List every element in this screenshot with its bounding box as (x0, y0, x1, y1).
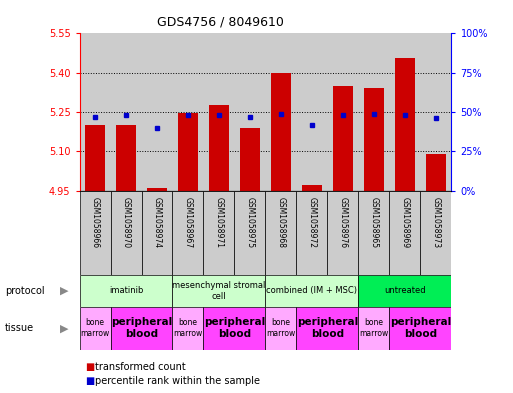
Bar (204, 191, 234, 275)
Bar (302, 185, 322, 191)
Text: GSM1058970: GSM1058970 (122, 197, 130, 248)
Bar (142, 191, 172, 275)
Text: GSM1058967: GSM1058967 (184, 197, 192, 248)
Text: GSM1058976: GSM1058976 (339, 197, 347, 248)
Bar (421, 33, 451, 191)
Text: peripheral
blood: peripheral blood (297, 318, 358, 339)
Text: peripheral
blood: peripheral blood (390, 318, 451, 339)
Text: combined (IM + MSC): combined (IM + MSC) (266, 286, 358, 295)
Bar (426, 154, 446, 191)
Bar (359, 33, 389, 191)
Text: GSM1058966: GSM1058966 (90, 197, 100, 248)
Bar (240, 128, 260, 191)
Text: GSM1058972: GSM1058972 (307, 197, 317, 248)
Text: ▶: ▶ (60, 286, 68, 296)
Text: mesenchymal stromal
cell: mesenchymal stromal cell (172, 281, 266, 301)
Bar (389, 33, 421, 191)
Text: percentile rank within the sample: percentile rank within the sample (95, 376, 260, 386)
Bar (359, 275, 451, 307)
Bar (172, 307, 204, 350)
Bar (327, 191, 359, 275)
Bar (80, 275, 172, 307)
Text: peripheral
blood: peripheral blood (204, 318, 265, 339)
Bar (80, 307, 110, 350)
Bar (297, 191, 327, 275)
Text: imatinib: imatinib (109, 286, 143, 295)
Text: untreated: untreated (384, 286, 426, 295)
Text: GSM1058965: GSM1058965 (369, 197, 379, 248)
Bar (80, 191, 110, 275)
Text: bone
marrow: bone marrow (359, 318, 388, 338)
Text: transformed count: transformed count (95, 362, 186, 373)
Text: GSM1058975: GSM1058975 (246, 197, 254, 248)
Bar (359, 191, 389, 275)
Bar (110, 191, 142, 275)
Bar (364, 88, 384, 191)
Text: GSM1058974: GSM1058974 (152, 197, 162, 248)
Bar (142, 33, 172, 191)
Bar (110, 307, 172, 350)
Bar (178, 112, 198, 191)
Bar (271, 73, 291, 191)
Bar (389, 307, 451, 350)
Text: tissue: tissue (5, 323, 34, 333)
Bar (421, 191, 451, 275)
Bar (172, 33, 204, 191)
Text: GSM1058969: GSM1058969 (401, 197, 409, 248)
Text: peripheral
blood: peripheral blood (111, 318, 172, 339)
Bar (389, 191, 421, 275)
Bar (172, 191, 204, 275)
Text: ■: ■ (85, 376, 94, 386)
Text: GSM1058968: GSM1058968 (277, 197, 285, 248)
Bar (297, 307, 359, 350)
Text: ▶: ▶ (60, 323, 68, 333)
Bar (395, 58, 415, 191)
Text: bone
marrow: bone marrow (266, 318, 295, 338)
Bar (80, 33, 110, 191)
Bar (265, 307, 297, 350)
Text: protocol: protocol (5, 286, 45, 296)
Bar (297, 33, 327, 191)
Text: GSM1058971: GSM1058971 (214, 197, 224, 248)
Bar (204, 33, 234, 191)
Bar (172, 275, 265, 307)
Text: bone
marrow: bone marrow (173, 318, 203, 338)
Text: ■: ■ (85, 362, 94, 373)
Text: GSM1058973: GSM1058973 (431, 197, 441, 248)
Bar (359, 307, 389, 350)
Bar (85, 125, 105, 191)
Bar (234, 33, 265, 191)
Bar (265, 191, 297, 275)
Bar (116, 125, 136, 191)
Bar (265, 275, 359, 307)
Bar (204, 307, 266, 350)
Bar (265, 33, 297, 191)
Text: GDS4756 / 8049610: GDS4756 / 8049610 (157, 16, 284, 29)
Text: bone
marrow: bone marrow (81, 318, 110, 338)
Bar (327, 33, 359, 191)
Bar (147, 188, 167, 191)
Bar (234, 191, 265, 275)
Bar (333, 86, 353, 191)
Bar (110, 33, 142, 191)
Bar (209, 105, 229, 191)
